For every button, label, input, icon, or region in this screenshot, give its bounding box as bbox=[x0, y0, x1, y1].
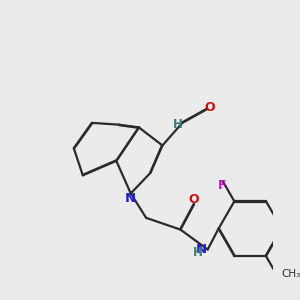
Text: CH₃: CH₃ bbox=[281, 268, 300, 278]
Text: H: H bbox=[192, 246, 202, 259]
Text: F: F bbox=[218, 179, 226, 192]
Text: O: O bbox=[189, 193, 200, 206]
Text: N: N bbox=[196, 243, 207, 256]
Text: O: O bbox=[205, 101, 215, 114]
Text: N: N bbox=[125, 192, 136, 205]
Text: H: H bbox=[172, 118, 182, 131]
